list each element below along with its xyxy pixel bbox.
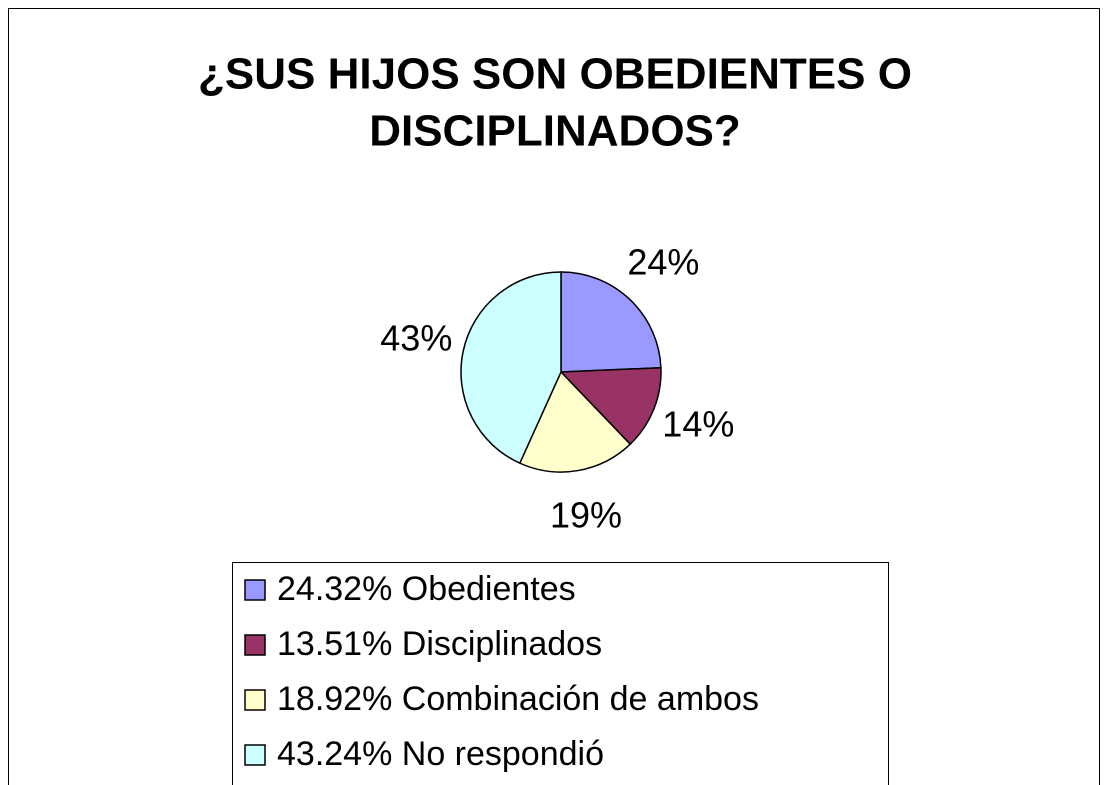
legend-box — [232, 562, 889, 785]
legend-swatch — [244, 634, 266, 656]
data-label: 19% — [550, 494, 622, 535]
data-label: 43% — [380, 317, 452, 358]
pie-slice — [460, 271, 562, 465]
legend-label: 43.24% No respondió — [277, 735, 604, 773]
chart-title: ¿SUS HIJOS SON OBEDIENTES O — [198, 50, 912, 99]
chart-title: DISCIPLINADOS? — [369, 107, 741, 156]
legend-swatch — [244, 579, 266, 601]
legend-label: 13.51% Disciplinados — [277, 625, 602, 663]
legend-label: 24.32% Obedientes — [277, 570, 576, 608]
legend-label: 18.92% Combinación de ambos — [277, 680, 759, 718]
pie-slice — [518, 370, 632, 473]
data-label: 14% — [662, 404, 734, 445]
pie-slice — [559, 366, 662, 446]
pie-slice — [560, 271, 662, 373]
legend-swatch — [244, 689, 266, 711]
data-label: 24% — [627, 242, 699, 283]
legend-swatch — [244, 744, 266, 766]
